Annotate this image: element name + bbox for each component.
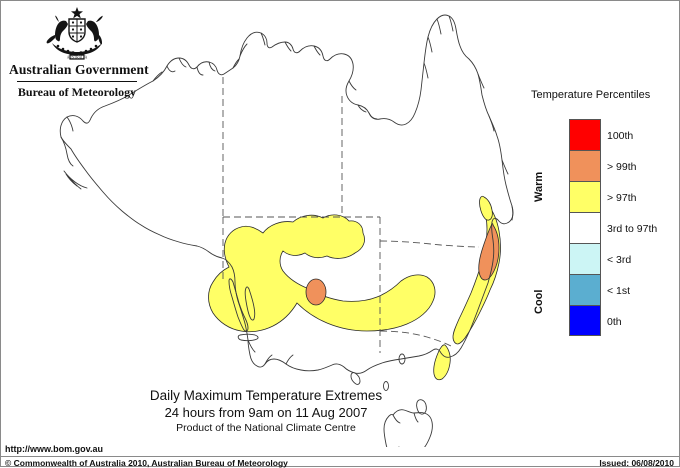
copyright-notice: © Commonwealth of Australia 2010, Austra… bbox=[5, 458, 288, 468]
legend-swatch-100th[interactable] bbox=[569, 119, 601, 150]
caption-source: Product of the National Climate Centre bbox=[176, 422, 356, 434]
legend-swatch-gt99th[interactable] bbox=[569, 150, 601, 181]
legend-swatch-gt97th[interactable] bbox=[569, 181, 601, 212]
king-island bbox=[383, 381, 389, 391]
government-label: Australian Government bbox=[9, 62, 149, 77]
region-victoria-east-coast bbox=[433, 344, 451, 381]
issued-date: Issued: 06/08/2010 bbox=[599, 458, 674, 468]
australian-coat-of-arms-icon: AUSTRALIA bbox=[46, 7, 103, 60]
coastline bbox=[59, 14, 514, 447]
caption-subtitle: 24 hours from 9am on 11 Aug 2007 bbox=[164, 405, 368, 420]
map-caption: Daily Maximum Temperature Extremes 24 ho… bbox=[1, 387, 531, 435]
legend-label-lt1st: < 1st bbox=[607, 285, 631, 297]
legend-swatch-3rd-to-97th[interactable] bbox=[569, 212, 601, 243]
legend: Temperature Percentiles Warm Cool 100th … bbox=[525, 89, 677, 341]
bom-branding: AUSTRALIA Australian Government Bureau o… bbox=[9, 5, 149, 100]
legend-warm-label: Warm bbox=[533, 171, 545, 202]
legend-swatch-column bbox=[569, 119, 601, 336]
bom-url[interactable]: http://www.bom.gov.au bbox=[5, 444, 103, 454]
legend-swatch-lt1st[interactable] bbox=[569, 274, 601, 305]
legend-title: Temperature Percentiles bbox=[531, 89, 651, 101]
spencer-gulf bbox=[228, 278, 249, 332]
legend-cool-label: Cool bbox=[533, 289, 545, 314]
bureau-label: Bureau of Meteorology bbox=[17, 85, 137, 99]
legend-label-3rd-to-97th: 3rd to 97th bbox=[607, 223, 658, 235]
footer-divider bbox=[1, 456, 679, 457]
kangaroo-island bbox=[237, 333, 259, 342]
legend-swatch-0th[interactable] bbox=[569, 305, 601, 336]
region-ne-coast-patch bbox=[479, 195, 493, 221]
legend-label-gt97th: > 97th bbox=[607, 192, 637, 204]
state-borders bbox=[222, 77, 480, 353]
shaded-region-layer bbox=[208, 195, 501, 381]
st-vincent-gulf bbox=[244, 286, 256, 321]
port-phillip-bay bbox=[350, 372, 361, 385]
caption-title: Daily Maximum Temperature Extremes bbox=[149, 388, 383, 403]
region-sa-inland-core bbox=[305, 278, 327, 306]
svg-text:AUSTRALIA: AUSTRALIA bbox=[67, 55, 88, 59]
legend-label-gt99th: > 99th bbox=[607, 161, 637, 173]
legend-swatch-lt3rd[interactable] bbox=[569, 243, 601, 274]
flinders-island bbox=[416, 399, 427, 415]
tasmania-outline bbox=[383, 409, 433, 447]
small-island-a bbox=[398, 353, 406, 365]
legend-label-100th: 100th bbox=[607, 130, 634, 142]
region-se-coast-core bbox=[478, 223, 500, 281]
legend-label-0th: 0th bbox=[607, 316, 622, 328]
region-central-inland-band bbox=[208, 214, 436, 333]
brand-divider bbox=[17, 81, 137, 82]
australia-map[interactable] bbox=[1, 1, 531, 447]
legend-label-lt3rd: < 3rd bbox=[607, 254, 632, 266]
